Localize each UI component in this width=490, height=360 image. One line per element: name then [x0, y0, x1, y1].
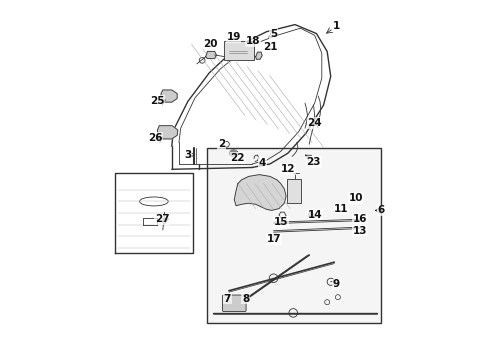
FancyBboxPatch shape [287, 179, 301, 203]
Text: 2: 2 [218, 139, 225, 149]
Text: 11: 11 [334, 203, 349, 213]
Text: 19: 19 [226, 32, 241, 42]
Text: 17: 17 [267, 234, 282, 244]
Text: 23: 23 [306, 157, 321, 167]
Text: 24: 24 [307, 118, 322, 128]
Text: 4: 4 [258, 158, 266, 168]
Text: 1: 1 [333, 21, 340, 31]
Polygon shape [256, 52, 262, 59]
Text: 22: 22 [231, 153, 245, 163]
Text: 13: 13 [353, 226, 368, 236]
Text: 21: 21 [264, 42, 278, 52]
Text: 27: 27 [155, 214, 170, 224]
Text: 12: 12 [281, 164, 295, 174]
Text: 6: 6 [378, 205, 385, 215]
Circle shape [230, 150, 237, 157]
Text: 5: 5 [270, 28, 277, 39]
Text: 8: 8 [242, 294, 249, 303]
Text: 16: 16 [353, 213, 368, 224]
Text: 3: 3 [184, 150, 192, 160]
Text: 9: 9 [333, 279, 340, 289]
FancyBboxPatch shape [223, 41, 254, 60]
Text: 7: 7 [223, 294, 231, 303]
Text: 20: 20 [203, 39, 217, 49]
Polygon shape [206, 51, 217, 59]
Polygon shape [234, 175, 286, 210]
Text: 25: 25 [150, 96, 165, 106]
FancyBboxPatch shape [207, 148, 381, 323]
Polygon shape [157, 126, 178, 139]
Text: 15: 15 [274, 217, 289, 227]
Circle shape [309, 212, 314, 217]
Text: 14: 14 [307, 210, 322, 220]
Text: 26: 26 [147, 133, 162, 143]
Text: 18: 18 [245, 36, 260, 46]
Polygon shape [161, 90, 177, 102]
FancyBboxPatch shape [222, 295, 246, 311]
Text: 10: 10 [348, 193, 363, 203]
Polygon shape [272, 234, 278, 239]
